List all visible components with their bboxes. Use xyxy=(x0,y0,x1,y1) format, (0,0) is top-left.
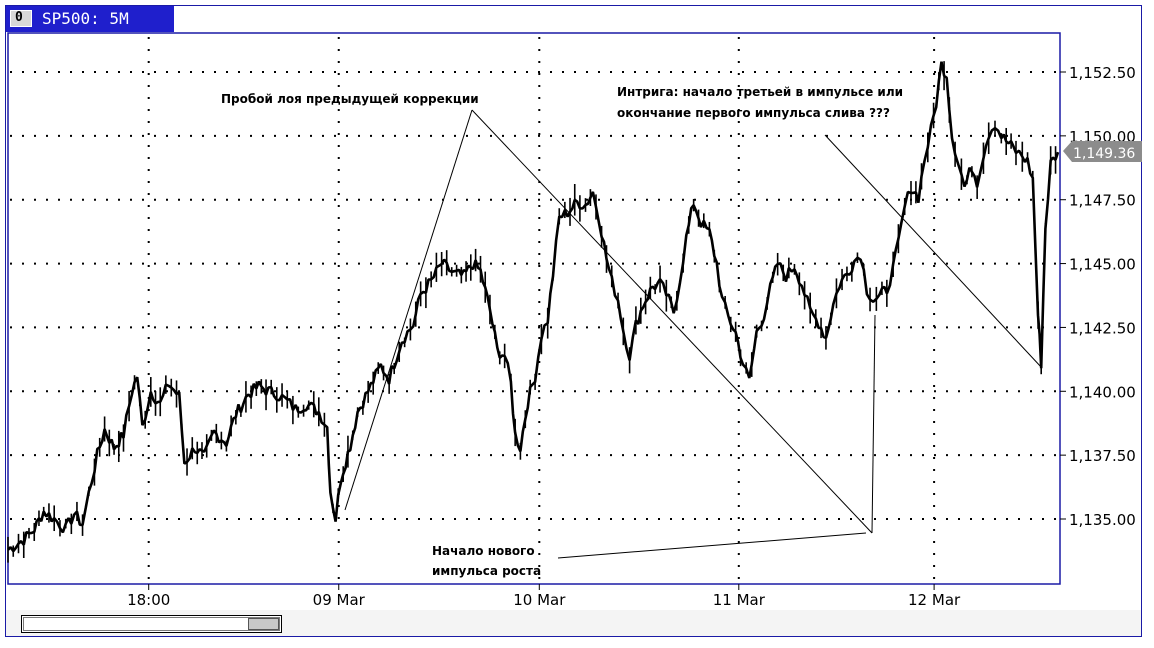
x-tick-label: 09 Mar xyxy=(313,591,366,609)
plot-area-border xyxy=(7,32,1061,585)
grid xyxy=(10,37,1058,582)
x-tick-label: 11 Mar xyxy=(713,591,766,609)
chart-title-bar[interactable]: 0 SP500: 5M xyxy=(6,6,174,32)
scrollbar-track xyxy=(23,617,280,631)
current-price-tag xyxy=(1063,141,1142,162)
y-tick-label: 1,145.00 xyxy=(1069,256,1136,274)
trend-line-breakout-left xyxy=(344,109,473,511)
annotation-intrigue-line2: окончание первого импульса слива ??? xyxy=(617,106,890,120)
trend-line-intrigue xyxy=(824,134,1043,369)
y-tick-label: 1,147.50 xyxy=(1069,192,1136,210)
scrollbar-thumb[interactable] xyxy=(248,618,279,630)
trend-lines xyxy=(344,109,1043,559)
y-tick-label: 1,137.50 xyxy=(1069,447,1136,465)
x-axis-ticks: 18:00 09 Mar 10 Mar 11 Mar 12 Mar xyxy=(127,584,961,609)
y-axis-ticks: 1,152.501,150.001,147.501,145.001,142.50… xyxy=(1060,64,1136,529)
y-tick-label: 1,152.50 xyxy=(1069,64,1136,82)
x-tick-label: 18:00 xyxy=(127,591,170,609)
current-price-label: 1,149.36 xyxy=(1073,146,1135,162)
x-tick-label: 10 Mar xyxy=(513,591,566,609)
annotation-new-impulse-line1: Начало нового xyxy=(432,544,535,558)
chart-title: SP500: 5M xyxy=(42,9,129,28)
chart-window xyxy=(5,5,1142,637)
x-tick-label: 12 Mar xyxy=(908,591,961,609)
price-line xyxy=(7,61,1060,552)
price-series xyxy=(7,61,1060,563)
current-price-marker: 1,149.36 xyxy=(1063,141,1142,162)
y-tick-label: 1,140.00 xyxy=(1069,383,1136,401)
trend-line-impulse-vertical xyxy=(871,314,876,534)
trend-line-new-impulse xyxy=(557,532,867,559)
y-tick-label: 1,135.00 xyxy=(1069,511,1136,529)
horizontal-scrollbar[interactable] xyxy=(21,615,282,633)
annotation-new-impulse-line2: импульса роста xyxy=(432,564,541,578)
annotations: Пробой лоя предыдущей коррекции Интрига:… xyxy=(221,85,903,578)
y-tick-label: 1,142.50 xyxy=(1069,319,1136,337)
window-menu-icon-label: 0 xyxy=(15,10,23,25)
window-menu-icon[interactable]: 0 xyxy=(10,10,32,27)
annotation-breakout: Пробой лоя предыдущей коррекции xyxy=(221,92,479,106)
annotation-intrigue-line1: Интрига: начало третьей в импульсе или xyxy=(617,85,903,99)
trend-line-breakout-right xyxy=(471,109,873,534)
